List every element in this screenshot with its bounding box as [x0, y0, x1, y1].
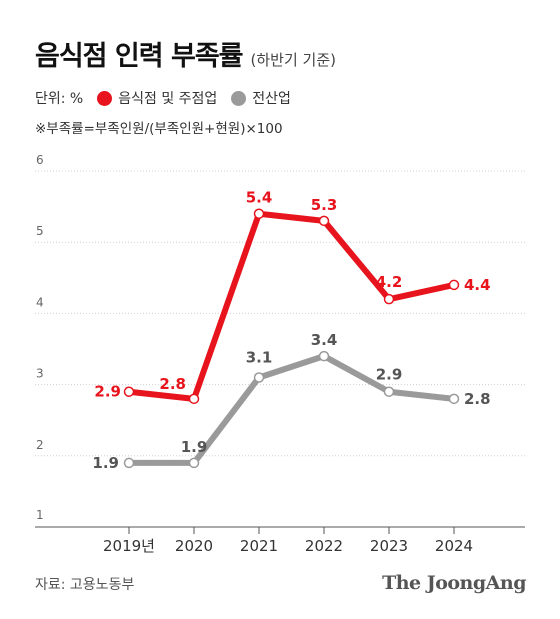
source-label: 자료: 고용노동부	[35, 577, 135, 593]
data-label-all-industry: 2.8	[464, 390, 491, 408]
y-tick-label: 1	[36, 508, 44, 522]
data-point-all-industry	[383, 386, 395, 397]
x-tick-label: 2024	[435, 537, 473, 555]
title-row: 음식점 인력 부족률 (하반기 기준)	[35, 34, 336, 73]
data-label-all-industry: 3.1	[246, 348, 273, 366]
data-label-restaurant: 2.9	[94, 383, 121, 401]
data-point-restaurant	[318, 215, 330, 227]
data-point-all-industry	[188, 457, 200, 469]
data-label-restaurant: 4.4	[464, 276, 491, 294]
x-tick-label: 2021	[240, 537, 278, 555]
data-label-all-industry: 3.4	[311, 331, 338, 349]
data-label-all-industry: 1.9	[181, 438, 208, 456]
data-label-restaurant: 5.4	[246, 189, 273, 207]
series-line-restaurant	[126, 210, 457, 402]
y-tick-label: 5	[36, 224, 44, 238]
data-point-all-industry	[448, 393, 460, 405]
legend-item-all-industry: 전산업	[231, 88, 291, 108]
data-label-restaurant: 5.3	[311, 196, 338, 214]
series-line-all-industry	[126, 353, 457, 466]
data-label-all-industry: 2.9	[376, 366, 403, 384]
y-tick-label: 2	[36, 438, 44, 452]
data-point-restaurant	[383, 293, 395, 305]
data-point-all-industry	[253, 372, 265, 383]
data-point-all-industry	[318, 350, 330, 362]
legend-dot-all-industry	[231, 90, 247, 106]
data-label-restaurant: 2.8	[159, 375, 186, 393]
x-tick-label: 2019년	[103, 537, 155, 555]
formula-note: ※부족률=부족인원/(부족인원+현원)×100	[35, 121, 283, 137]
data-point-restaurant	[448, 279, 460, 291]
legend-row: 단위: % 음식점 및 주점업 전산업	[35, 88, 291, 108]
chart-subtitle: (하반기 기준)	[250, 51, 337, 69]
legend-label-restaurant: 음식점 및 주점업	[118, 91, 218, 107]
data-point-restaurant	[188, 393, 200, 405]
y-tick-label: 3	[36, 367, 44, 381]
data-point-restaurant	[253, 208, 265, 219]
data-point-restaurant	[123, 386, 135, 397]
y-tick-label: 4	[36, 295, 44, 309]
legend-label-all-industry: 전산업	[252, 91, 291, 107]
data-label-restaurant: 4.2	[376, 273, 403, 291]
x-tick-label: 2020	[175, 537, 213, 555]
x-tick-label: 2023	[370, 537, 408, 555]
x-tick-label: 2022	[305, 537, 343, 555]
unit-label: 단위: %	[35, 91, 84, 107]
legend-dot-restaurant	[97, 90, 113, 106]
publisher-logo: The JoongAng	[382, 572, 526, 594]
y-tick-label: 6	[36, 153, 44, 167]
legend-item-restaurant: 음식점 및 주점업	[97, 88, 217, 108]
data-point-all-industry	[123, 457, 135, 469]
data-label-all-industry: 1.9	[92, 454, 119, 472]
chart-title: 음식점 인력 부족률	[35, 41, 244, 72]
